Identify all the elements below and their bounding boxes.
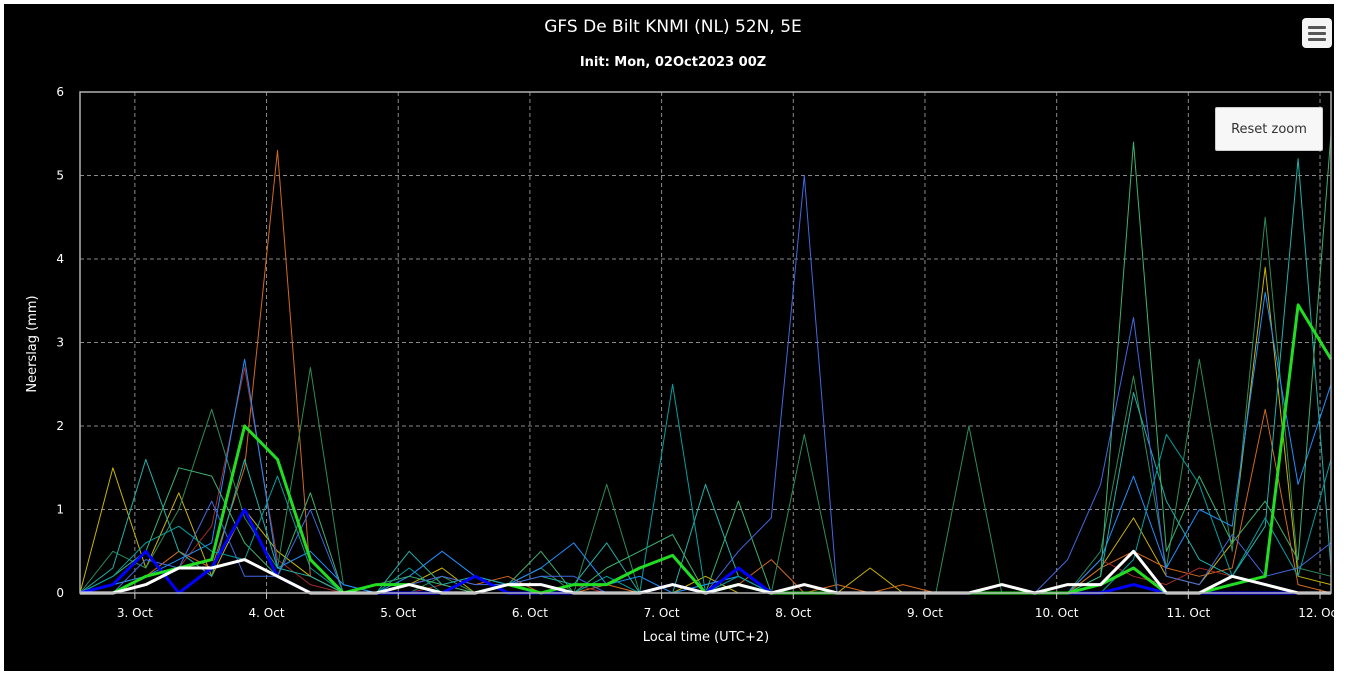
reset-zoom-button[interactable]: Reset zoom bbox=[1215, 107, 1323, 151]
x-tick-label: 11. Oct bbox=[1167, 606, 1211, 620]
x-tick-label: 5. Oct bbox=[380, 606, 416, 620]
y-tick-label: 2 bbox=[56, 419, 64, 433]
y-tick-label: 3 bbox=[56, 336, 64, 350]
hamburger-menu-icon-bar bbox=[1308, 38, 1326, 41]
series-line-11 bbox=[80, 303, 1333, 595]
y-tick-label: 4 bbox=[56, 252, 64, 266]
x-tick-label: 3. Oct bbox=[117, 606, 153, 620]
x-tick-label: 10. Oct bbox=[1035, 606, 1079, 620]
x-axis-title: Local time (UTC+2) bbox=[643, 630, 769, 645]
y-tick-label: 0 bbox=[56, 586, 64, 600]
series-line-2 bbox=[79, 149, 1332, 594]
series-line-6 bbox=[79, 158, 1332, 594]
chart-title: GFS De Bilt KNMI (NL) 52N, 5E bbox=[544, 17, 802, 37]
chart-menu-button[interactable] bbox=[1302, 18, 1332, 48]
y-tick-label: 6 bbox=[56, 85, 64, 99]
grid-lines bbox=[80, 92, 1331, 593]
y-axis-title: Neerslag (mm) bbox=[25, 295, 40, 392]
hamburger-menu-icon bbox=[1308, 26, 1326, 29]
series-line-5 bbox=[79, 291, 1332, 594]
hamburger-menu-icon-bar bbox=[1308, 32, 1326, 35]
precipitation-chart: GFS De Bilt KNMI (NL) 52N, 5E Init: Mon,… bbox=[25, 17, 1334, 645]
y-tick-label: 5 bbox=[56, 169, 64, 183]
series-line-8 bbox=[80, 175, 1332, 594]
x-tick-label: 7. Oct bbox=[644, 606, 680, 620]
x-tick-label: 12. Oct bbox=[1298, 606, 1334, 620]
series-line-7 bbox=[79, 133, 1332, 594]
series-line-1 bbox=[79, 266, 1332, 594]
x-tick-label: 9. Oct bbox=[907, 606, 943, 620]
axis-ticks: 0 1 2 3 4 5 6 3. Oct 4. Oct 5. Oct 6. Oct 7. Oct 8. … bbox=[56, 85, 1334, 620]
x-tick-label: 8. Oct bbox=[775, 606, 811, 620]
chart-subtitle: Init: Mon, 02Oct2023 00Z bbox=[580, 55, 766, 70]
y-tick-label: 1 bbox=[56, 503, 64, 517]
series-lines bbox=[79, 133, 1333, 595]
x-tick-label: 6. Oct bbox=[512, 606, 548, 620]
chart-container: GFS De Bilt KNMI (NL) 52N, 5E Init: Mon,… bbox=[4, 4, 1334, 671]
x-tick-label: 4. Oct bbox=[249, 606, 285, 620]
plot-border bbox=[79, 91, 1332, 594]
